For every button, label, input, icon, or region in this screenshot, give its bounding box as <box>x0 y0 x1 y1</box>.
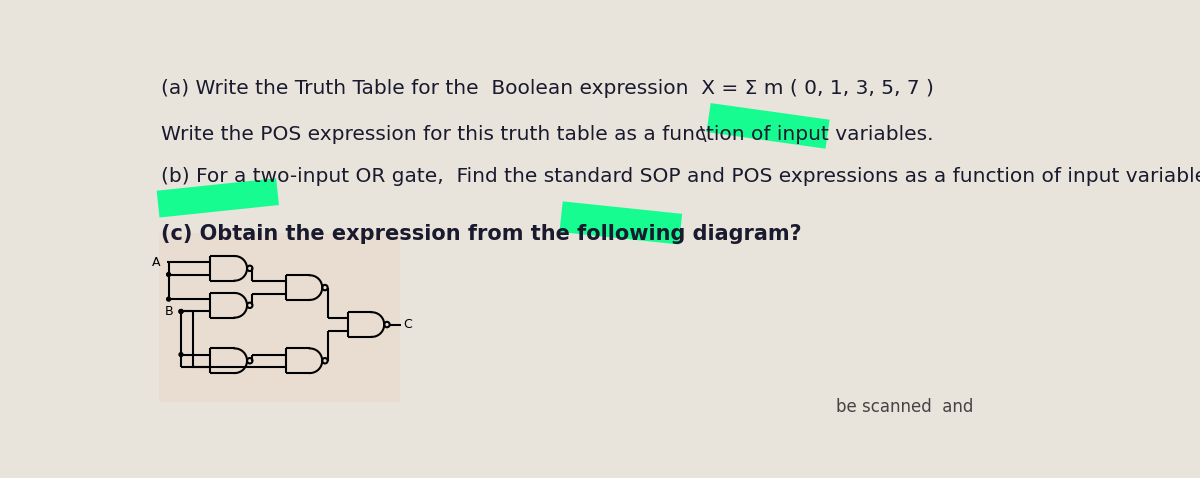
Text: B: B <box>164 305 173 318</box>
Text: (a) Write the Truth Table for the  Boolean expression  X = Σ m ( 0, 1, 3, 5, 7 ): (a) Write the Truth Table for the Boolea… <box>161 79 934 98</box>
Text: A: A <box>152 256 161 269</box>
Text: C: C <box>403 318 412 331</box>
Circle shape <box>179 353 182 357</box>
Text: Write the POS expression for this truth table as a function of input variables.: Write the POS expression for this truth … <box>161 125 934 144</box>
Polygon shape <box>157 178 278 217</box>
Polygon shape <box>559 201 682 244</box>
Text: (c) Obtain the expression from the following diagram?: (c) Obtain the expression from the follo… <box>161 224 802 244</box>
Circle shape <box>167 272 170 276</box>
Text: \: \ <box>701 125 707 144</box>
Circle shape <box>167 297 170 301</box>
FancyBboxPatch shape <box>160 233 400 402</box>
Circle shape <box>179 310 182 314</box>
Circle shape <box>179 310 182 314</box>
Polygon shape <box>707 103 829 149</box>
Text: be scanned  and: be scanned and <box>836 398 973 416</box>
Text: (b) For a two-input OR gate,  Find the standard SOP and POS expressions as a fun: (b) For a two-input OR gate, Find the st… <box>161 167 1200 186</box>
